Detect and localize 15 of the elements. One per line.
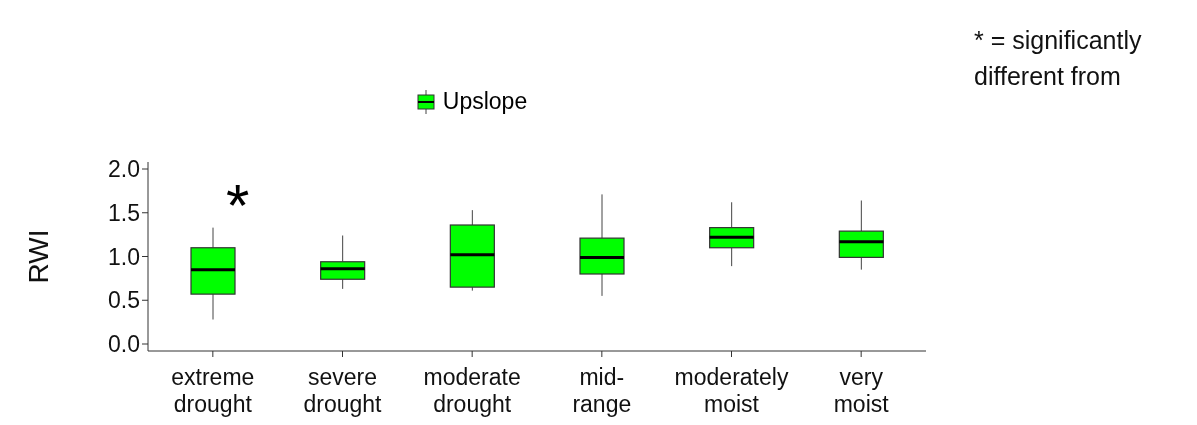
x-tick-label: extreme drought: [171, 364, 255, 417]
x-tick-label: very moist: [833, 364, 890, 417]
y-tick-label: 2.0: [108, 156, 140, 183]
text: * = significantly different from: [974, 25, 1143, 92]
annotation: *: [226, 172, 250, 239]
y-tick-label: 0.5: [108, 287, 140, 314]
x-tick-label: mid-range: [572, 364, 632, 417]
legend-label: Upslope: [442, 88, 528, 115]
x-tick-label: severe drought: [303, 364, 383, 417]
y-tick-label: 1.0: [108, 243, 140, 270]
y-axis-title: RWI: [22, 229, 54, 284]
y-tick-label: 0.0: [108, 331, 140, 358]
y-tick-label: 1.5: [108, 199, 140, 226]
x-tick-label: moderate drought: [423, 364, 521, 417]
x-tick-label: moderately moist: [674, 364, 789, 417]
